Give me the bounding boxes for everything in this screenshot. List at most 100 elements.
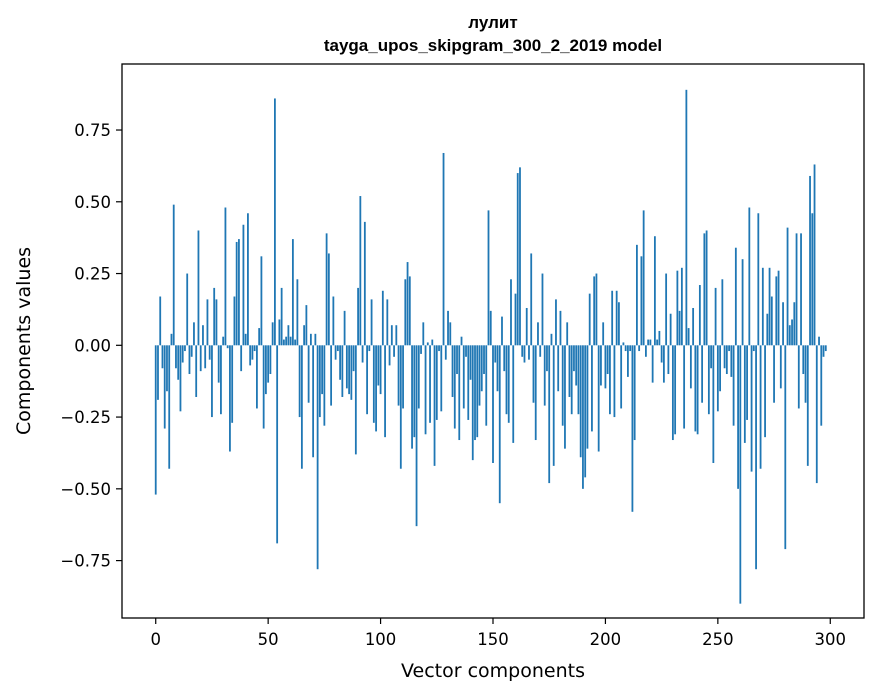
bar: [276, 345, 279, 544]
bar: [770, 296, 773, 346]
bar: [671, 345, 674, 441]
bar: [267, 345, 270, 383]
bar: [721, 279, 724, 346]
bar: [435, 345, 438, 420]
x-tick-label: 200: [590, 630, 622, 649]
bar: [613, 345, 616, 418]
bar: [321, 345, 324, 395]
bar: [734, 247, 737, 346]
bar: [564, 345, 566, 449]
bar: [743, 345, 746, 443]
bar: [278, 319, 281, 346]
bar: [501, 316, 503, 346]
bar: [235, 241, 238, 346]
bar: [170, 333, 173, 346]
bar: [687, 328, 690, 346]
bar: [456, 345, 458, 375]
bar: [309, 333, 312, 346]
bar: [458, 345, 461, 441]
bar: [453, 345, 456, 429]
bar: [161, 345, 164, 369]
bar: [597, 345, 600, 452]
bar: [390, 325, 393, 346]
bar: [487, 210, 490, 346]
bar: [404, 279, 407, 346]
y-tick-label: 0.25: [74, 265, 111, 284]
bar: [548, 345, 551, 484]
bar: [334, 345, 337, 360]
bar: [665, 273, 668, 346]
plot-frame: [121, 63, 865, 619]
bar: [395, 325, 398, 346]
bar: [172, 204, 175, 346]
bar: [519, 167, 521, 346]
bar: [294, 339, 297, 346]
bar: [269, 345, 272, 375]
bar: [552, 345, 555, 466]
bar: [606, 345, 609, 375]
bar: [496, 345, 499, 392]
bar: [417, 345, 420, 409]
bar: [193, 322, 195, 346]
bar: [442, 152, 445, 346]
bar: [505, 345, 508, 415]
bar: [489, 310, 492, 346]
bar: [204, 345, 207, 369]
bar: [622, 342, 625, 346]
bar: [226, 345, 229, 349]
bar: [262, 345, 265, 429]
bar: [393, 345, 395, 357]
bar: [523, 345, 526, 363]
bar: [750, 345, 753, 472]
bar: [229, 345, 231, 452]
bar: [651, 345, 654, 383]
bar: [190, 345, 193, 357]
bar: [782, 302, 784, 346]
bar: [363, 221, 366, 346]
bar: [804, 345, 807, 403]
bar: [570, 345, 573, 415]
bar: [408, 276, 411, 346]
bar: [694, 345, 697, 432]
bar: [157, 345, 159, 400]
bar: [222, 336, 225, 346]
bar: [256, 345, 258, 409]
bar: [669, 313, 672, 346]
bar: [345, 345, 348, 389]
bar: [426, 342, 429, 346]
bar: [795, 233, 798, 346]
chart-title: лулит: [468, 13, 517, 32]
bar: [258, 328, 261, 346]
bar: [649, 339, 652, 346]
bar: [177, 345, 180, 380]
bar: [231, 345, 234, 423]
bar: [582, 345, 584, 489]
bar: [600, 345, 602, 386]
bar: [498, 345, 501, 504]
bar: [813, 164, 816, 346]
bar: [658, 330, 661, 346]
bar: [586, 345, 589, 449]
bar: [647, 339, 650, 346]
bar: [289, 336, 292, 346]
bar: [370, 299, 373, 346]
y-tick-label: 0.00: [74, 336, 111, 355]
bar: [332, 296, 335, 346]
bar: [791, 319, 793, 346]
y-tick-label: −0.50: [60, 480, 111, 499]
bar: [759, 345, 762, 469]
bar: [566, 322, 569, 346]
bar: [312, 345, 315, 458]
bar: [402, 345, 404, 409]
bar: [206, 299, 209, 346]
bar: [253, 345, 256, 352]
bar: [811, 213, 814, 346]
bar: [447, 310, 449, 346]
bar: [350, 345, 353, 400]
bar: [667, 345, 670, 375]
bar: [323, 345, 326, 426]
bar: [372, 345, 375, 423]
bar: [233, 296, 236, 346]
bar: [618, 302, 620, 346]
